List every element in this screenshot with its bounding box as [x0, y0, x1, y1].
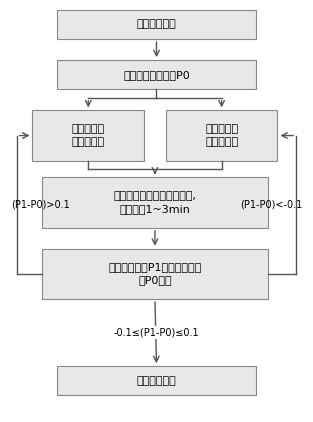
Text: 降压需求满足: 降压需求满足	[137, 376, 176, 386]
Text: (P1-P0)<-0.1: (P1-P0)<-0.1	[240, 200, 302, 210]
Text: 降压变化需求: 降压变化需求	[137, 19, 176, 30]
FancyBboxPatch shape	[57, 10, 256, 39]
Text: 维持机组负荷、过热度不变,
稳定运行1~3min: 维持机组负荷、过热度不变, 稳定运行1~3min	[113, 191, 197, 214]
Text: 减小给水流
量和燃料量: 减小给水流 量和燃料量	[72, 124, 105, 147]
Text: 设定预期主汽压力P0: 设定预期主汽压力P0	[123, 70, 190, 80]
FancyBboxPatch shape	[166, 111, 278, 161]
FancyBboxPatch shape	[42, 249, 268, 299]
Text: -0.1≤(P1-P0)≤0.1: -0.1≤(P1-P0)≤0.1	[114, 327, 199, 338]
FancyBboxPatch shape	[33, 111, 144, 161]
FancyBboxPatch shape	[42, 178, 268, 228]
Text: (P1-P0)>0.1: (P1-P0)>0.1	[11, 200, 69, 210]
Text: 当前主汽压力P1与预期主汽压
力P0比较: 当前主汽压力P1与预期主汽压 力P0比较	[108, 262, 202, 286]
Text: 增大给水流
量和燃料量: 增大给水流 量和燃料量	[205, 124, 238, 147]
FancyBboxPatch shape	[57, 60, 256, 89]
FancyBboxPatch shape	[57, 366, 256, 395]
